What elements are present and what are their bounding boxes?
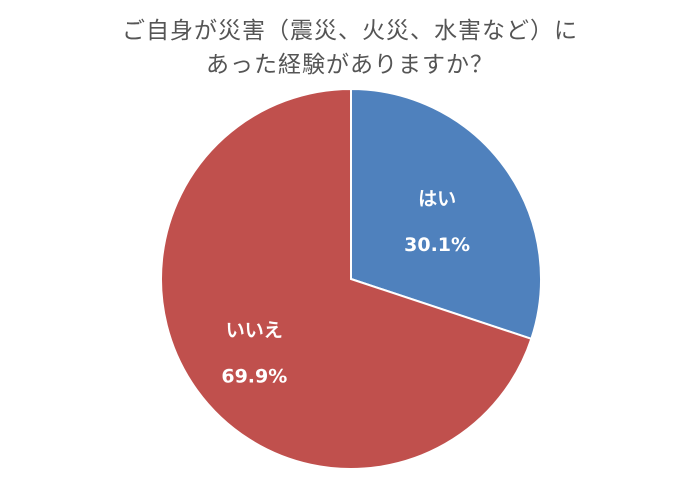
slice-value-label-2: 69.9% [221,365,287,387]
pie-slices [160,87,542,470]
slice-category-label-1: はい [418,188,456,210]
pie-slice-2 [160,87,533,470]
slice-category-label-2: いいえ [226,319,283,341]
chart-title-line-2: あった経験がありますか？ [206,52,494,78]
chart-title-line-1: ご自身が災害（震災、火災、水害など）に [122,18,578,44]
pie-labels: はい 30.1% いいえ 69.9% [221,188,470,387]
slice-value-label-1: 30.1% [404,234,470,256]
pie-slice-1 [350,87,542,341]
chart-title: ご自身が災害（震災、火災、水害など）に あった経験がありますか？ [0,14,700,82]
